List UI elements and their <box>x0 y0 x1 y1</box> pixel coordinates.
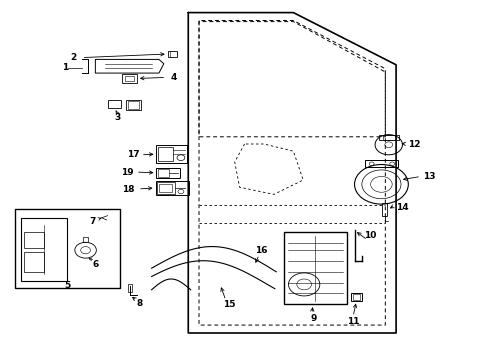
Bar <box>156 145 186 163</box>
Text: 18: 18 <box>122 185 135 194</box>
Text: 6: 6 <box>92 260 98 269</box>
Bar <box>155 181 188 195</box>
Bar <box>20 218 67 281</box>
Text: 3: 3 <box>114 112 120 122</box>
Text: 8: 8 <box>136 299 142 307</box>
Bar <box>127 101 139 109</box>
Bar <box>158 169 168 177</box>
Text: 14: 14 <box>395 202 407 212</box>
Text: 7: 7 <box>89 217 96 226</box>
Bar <box>157 182 174 194</box>
Text: 4: 4 <box>170 73 177 82</box>
Text: 19: 19 <box>121 168 133 177</box>
Bar <box>122 74 137 83</box>
Bar <box>352 294 360 300</box>
Text: 15: 15 <box>222 300 235 310</box>
Text: 16: 16 <box>255 246 267 255</box>
Bar <box>382 203 386 216</box>
Bar <box>24 252 44 272</box>
Bar <box>156 168 180 178</box>
Text: 2: 2 <box>70 53 76 62</box>
Bar <box>350 293 361 301</box>
Bar <box>107 100 121 108</box>
Text: 9: 9 <box>310 314 317 323</box>
Text: 5: 5 <box>64 281 70 289</box>
Text: 17: 17 <box>126 150 139 159</box>
Bar <box>24 232 44 248</box>
Bar <box>126 100 141 110</box>
Bar <box>158 147 173 161</box>
Text: 11: 11 <box>346 317 359 325</box>
Text: 12: 12 <box>407 140 420 149</box>
Bar <box>167 51 176 57</box>
Bar <box>15 209 120 288</box>
Bar <box>382 135 394 140</box>
Bar <box>124 76 134 81</box>
Bar <box>159 184 171 192</box>
Text: 10: 10 <box>364 231 376 240</box>
Text: 1: 1 <box>62 63 68 72</box>
Bar <box>378 135 398 140</box>
Bar <box>127 284 131 292</box>
Bar <box>365 160 397 167</box>
Bar <box>283 232 346 304</box>
Text: 13: 13 <box>422 172 435 181</box>
